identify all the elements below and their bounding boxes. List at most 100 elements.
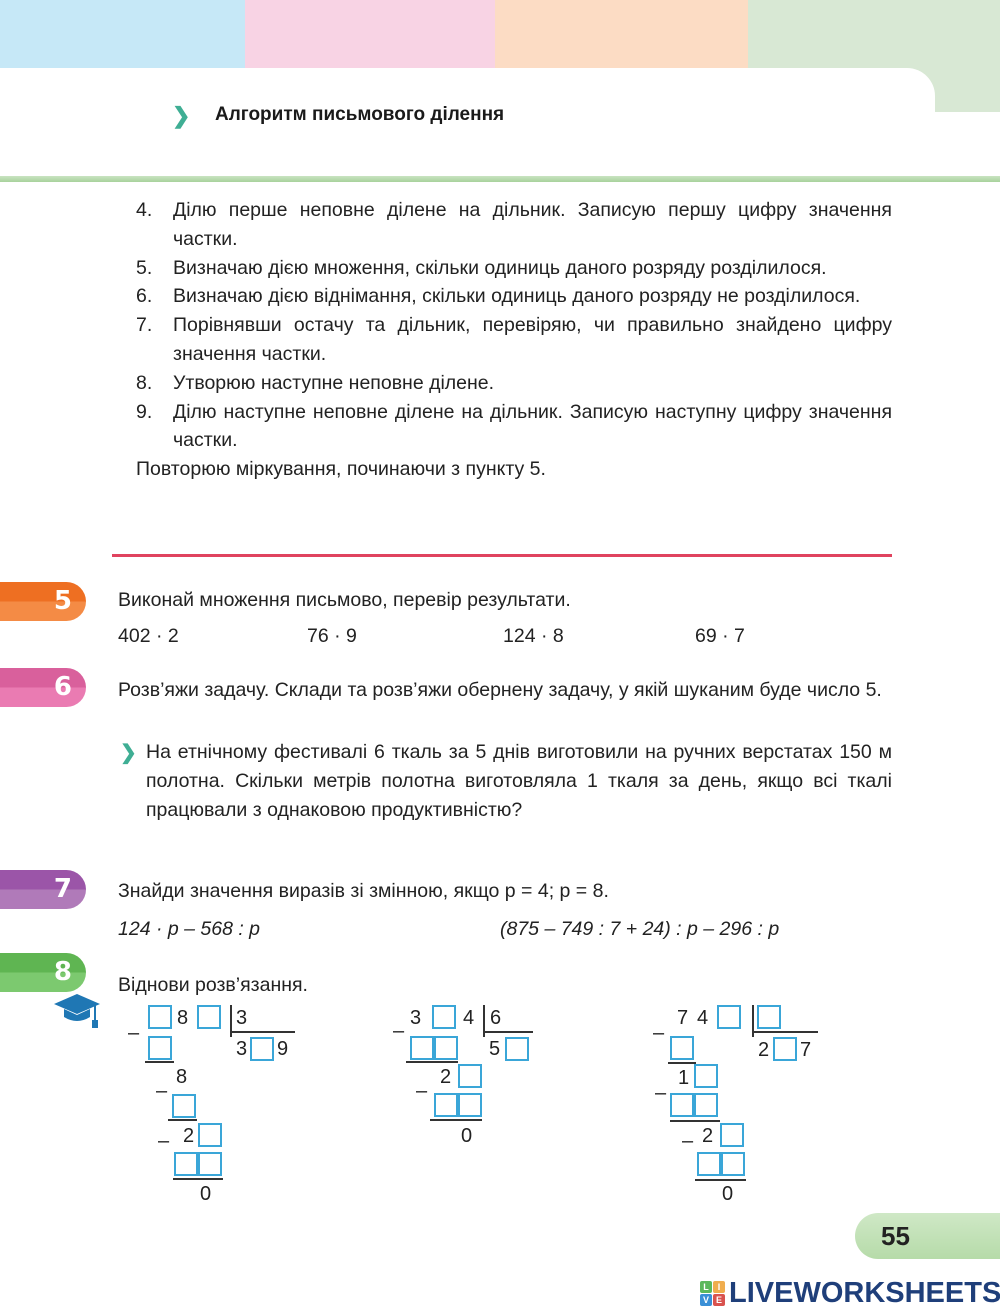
answer-box[interactable] xyxy=(458,1064,482,1088)
answer-box[interactable] xyxy=(670,1093,694,1117)
answer-box[interactable] xyxy=(670,1036,694,1060)
answer-box[interactable] xyxy=(432,1005,456,1029)
division-line xyxy=(230,1031,295,1033)
digit: 2 xyxy=(183,1125,195,1147)
step-number: 4. xyxy=(136,199,153,221)
answer-box[interactable] xyxy=(717,1005,741,1029)
quotient-digit: 2 xyxy=(758,1039,770,1061)
answer-box[interactable] xyxy=(174,1152,198,1176)
step-item: 8. Утворюю наступне неповне ділене. xyxy=(136,369,892,398)
remainder: 0 xyxy=(461,1125,473,1147)
minus-sign: – xyxy=(128,1022,140,1044)
division-line xyxy=(752,1031,818,1033)
digit: 1 xyxy=(678,1067,690,1089)
step-number: 6. xyxy=(136,285,153,308)
task7-expr-1: 124 · p – 568 : p xyxy=(118,918,261,940)
algorithm-steps: 4. Ділю перше неповне ділене на дільник. … xyxy=(136,196,892,484)
graduation-cap-icon xyxy=(54,994,100,1028)
step-item: 7. Порівнявши остачу та дільник, перевіря… xyxy=(136,311,892,369)
step-text: Утворюю наступне неповне ділене. xyxy=(173,371,495,394)
answer-box[interactable] xyxy=(410,1036,434,1060)
digit: 2 xyxy=(702,1125,714,1147)
task8-text: Віднови розв’язання. xyxy=(118,974,308,996)
step-number: 9. xyxy=(136,400,153,423)
division-bar xyxy=(483,1005,485,1037)
digit: 7 xyxy=(677,1007,689,1029)
header-band-pink xyxy=(245,0,495,70)
answer-box[interactable] xyxy=(757,1005,781,1029)
task-badge-5: 5 xyxy=(0,582,86,621)
digit: 4 xyxy=(463,1007,475,1029)
quotient-digit: 3 xyxy=(236,1038,248,1060)
logo-text: LIVEWORKSHEETS xyxy=(729,1277,1000,1309)
page-title: Алгоритм письмового ділення xyxy=(215,104,505,125)
page-number: 55 xyxy=(855,1213,1000,1259)
answer-box[interactable] xyxy=(172,1094,196,1118)
answer-box[interactable] xyxy=(773,1037,797,1061)
answer-box[interactable] xyxy=(250,1037,274,1061)
answer-box[interactable] xyxy=(505,1037,529,1061)
step-item: 9. Ділю наступне неповне ділене на дільни… xyxy=(136,398,892,456)
step-number: 7. xyxy=(136,314,153,337)
subtract-line xyxy=(695,1179,746,1181)
quotient-digit: 7 xyxy=(800,1039,812,1061)
subtract-line xyxy=(145,1061,174,1063)
answer-box[interactable] xyxy=(198,1152,222,1176)
minus-sign: – xyxy=(655,1082,667,1104)
section-divider xyxy=(112,554,892,557)
answer-box[interactable] xyxy=(434,1036,458,1060)
remainder: 0 xyxy=(200,1183,212,1205)
repeat-note: Повторюю міркування, починаючи з пункту … xyxy=(136,458,546,481)
division-bar xyxy=(230,1005,232,1037)
answer-box[interactable] xyxy=(458,1093,482,1117)
task5-text: Виконай множення письмово, перевір резул… xyxy=(118,589,571,611)
minus-sign: – xyxy=(156,1080,168,1102)
minus-sign: – xyxy=(158,1130,170,1152)
answer-box[interactable] xyxy=(720,1123,744,1147)
quotient-digit: 5 xyxy=(489,1038,501,1060)
subtract-line xyxy=(406,1061,458,1063)
division-line xyxy=(483,1031,533,1033)
logo-letter: E xyxy=(713,1294,725,1306)
digit: 2 xyxy=(440,1066,452,1088)
answer-box[interactable] xyxy=(721,1152,745,1176)
subtract-line xyxy=(430,1119,482,1121)
step-text: Ділю наступне неповне ділене на дільник.… xyxy=(173,400,892,452)
answer-box[interactable] xyxy=(148,1036,172,1060)
step-text: Ділю перше неповне ділене на дільник. За… xyxy=(173,199,892,250)
answer-box[interactable] xyxy=(148,1005,172,1029)
minus-sign: – xyxy=(682,1130,694,1152)
task5-expr: 69 · 7 xyxy=(695,625,745,647)
subtract-line xyxy=(168,1119,197,1121)
header-band-peach xyxy=(495,0,748,70)
answer-box[interactable] xyxy=(694,1093,718,1117)
digit: 8 xyxy=(176,1066,188,1088)
chevron-icon: ❯ xyxy=(120,742,137,764)
task5-expr: 402 · 2 xyxy=(118,625,179,647)
answer-box[interactable] xyxy=(434,1093,458,1117)
logo-letter: V xyxy=(700,1294,712,1306)
liveworksheets-logo: L I V E LIVEWORKSHEETS xyxy=(700,1277,1000,1310)
subtract-line xyxy=(173,1178,223,1180)
step-item: 4. Ділю перше неповне ділене на дільник. … xyxy=(136,196,892,254)
header-divider xyxy=(0,176,1000,182)
header-panel xyxy=(0,68,935,180)
quotient-digit: 9 xyxy=(277,1038,289,1060)
task7-expr-2: (875 – 749 : 7 + 24) : p – 296 : p xyxy=(500,918,780,940)
answer-box[interactable] xyxy=(197,1005,221,1029)
division-bar xyxy=(752,1005,754,1037)
header-band-blue xyxy=(0,0,245,70)
logo-mark: L I V E xyxy=(700,1281,725,1306)
task7-text: Знайди значення виразів зі змінною, якщо… xyxy=(118,880,609,902)
task-badge-6: 6 xyxy=(0,668,86,707)
digit: 4 xyxy=(697,1007,709,1029)
answer-box[interactable] xyxy=(198,1123,222,1147)
logo-letter: L xyxy=(700,1281,712,1293)
task6-problem: На етнічному фестивалі 6 ткаль за 5 днів… xyxy=(146,741,892,821)
answer-box[interactable] xyxy=(697,1152,721,1176)
answer-box[interactable] xyxy=(694,1064,718,1088)
subtract-line xyxy=(668,1062,696,1064)
step-item: 6. Визначаю дією віднімання, скільки один… xyxy=(136,282,892,311)
task-badge-8: 8 xyxy=(0,953,86,992)
subtract-line xyxy=(670,1120,720,1122)
